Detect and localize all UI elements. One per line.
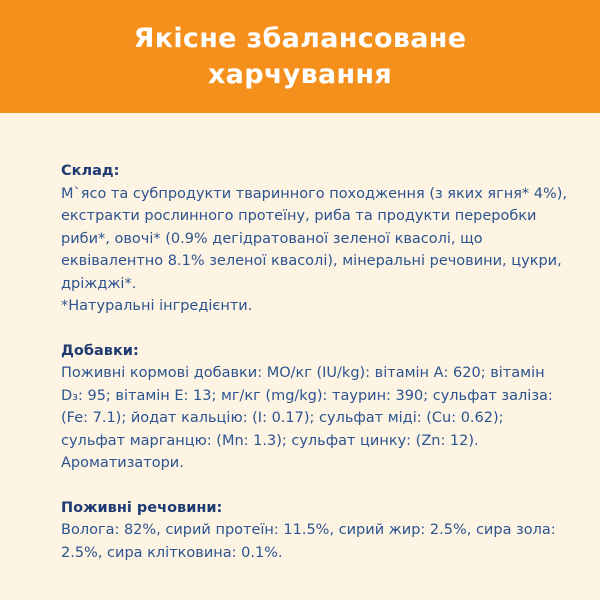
section-heading: Добавки: bbox=[61, 342, 139, 359]
section-additives: Добавки: Поживні кормові добавки: МО/кг … bbox=[61, 340, 581, 475]
text-line: риби*, овочі* (0.9% дегідратованої зелен… bbox=[61, 230, 483, 247]
section-heading: Склад: bbox=[61, 163, 120, 179]
ingredients-content: Склад: М`ясо та субпродукти тваринного п… bbox=[61, 160, 581, 564]
text-line: сульфат марганцю: (Mn: 1.3); сульфат цин… bbox=[61, 432, 479, 449]
text-line: Ароматизатори. bbox=[61, 455, 184, 471]
text-line: екстракти рослинного протеїну, риба та п… bbox=[61, 208, 537, 224]
section-heading: Поживні речовини: bbox=[61, 499, 223, 516]
text-line: 2.5%, сира клітковина: 0.1%. bbox=[61, 544, 283, 561]
text-line: дріжджі*. bbox=[61, 275, 137, 292]
title-line-1: Якісне збалансоване bbox=[133, 22, 467, 54]
text-line: *Натуральні інгредієнти. bbox=[61, 298, 253, 314]
text-line: (Fe: 7.1); йодат кальцію: (I: 0.17); сул… bbox=[61, 410, 504, 426]
text-line: Волога: 82%, сирий протеїн: 11.5%, сирий… bbox=[61, 522, 556, 538]
text-line: еквівалентно 8.1% зеленої квасолі), міне… bbox=[61, 253, 562, 269]
title-line-2: харчування bbox=[207, 58, 393, 90]
section-nutrients: Поживні речовини: Волога: 82%, сирий про… bbox=[61, 497, 581, 565]
text-line: Поживні кормові добавки: МО/кг (IU/kg): … bbox=[61, 365, 545, 381]
text-line: М`ясо та субпродукти тваринного походжен… bbox=[61, 185, 568, 202]
section-composition: Склад: М`ясо та субпродукти тваринного п… bbox=[61, 160, 581, 318]
text-line: D₃: 95; вітамін Е: 13; мг/кг (mg/kg): та… bbox=[61, 387, 553, 404]
header-banner: Якісне збалансоване харчування bbox=[0, 0, 600, 113]
